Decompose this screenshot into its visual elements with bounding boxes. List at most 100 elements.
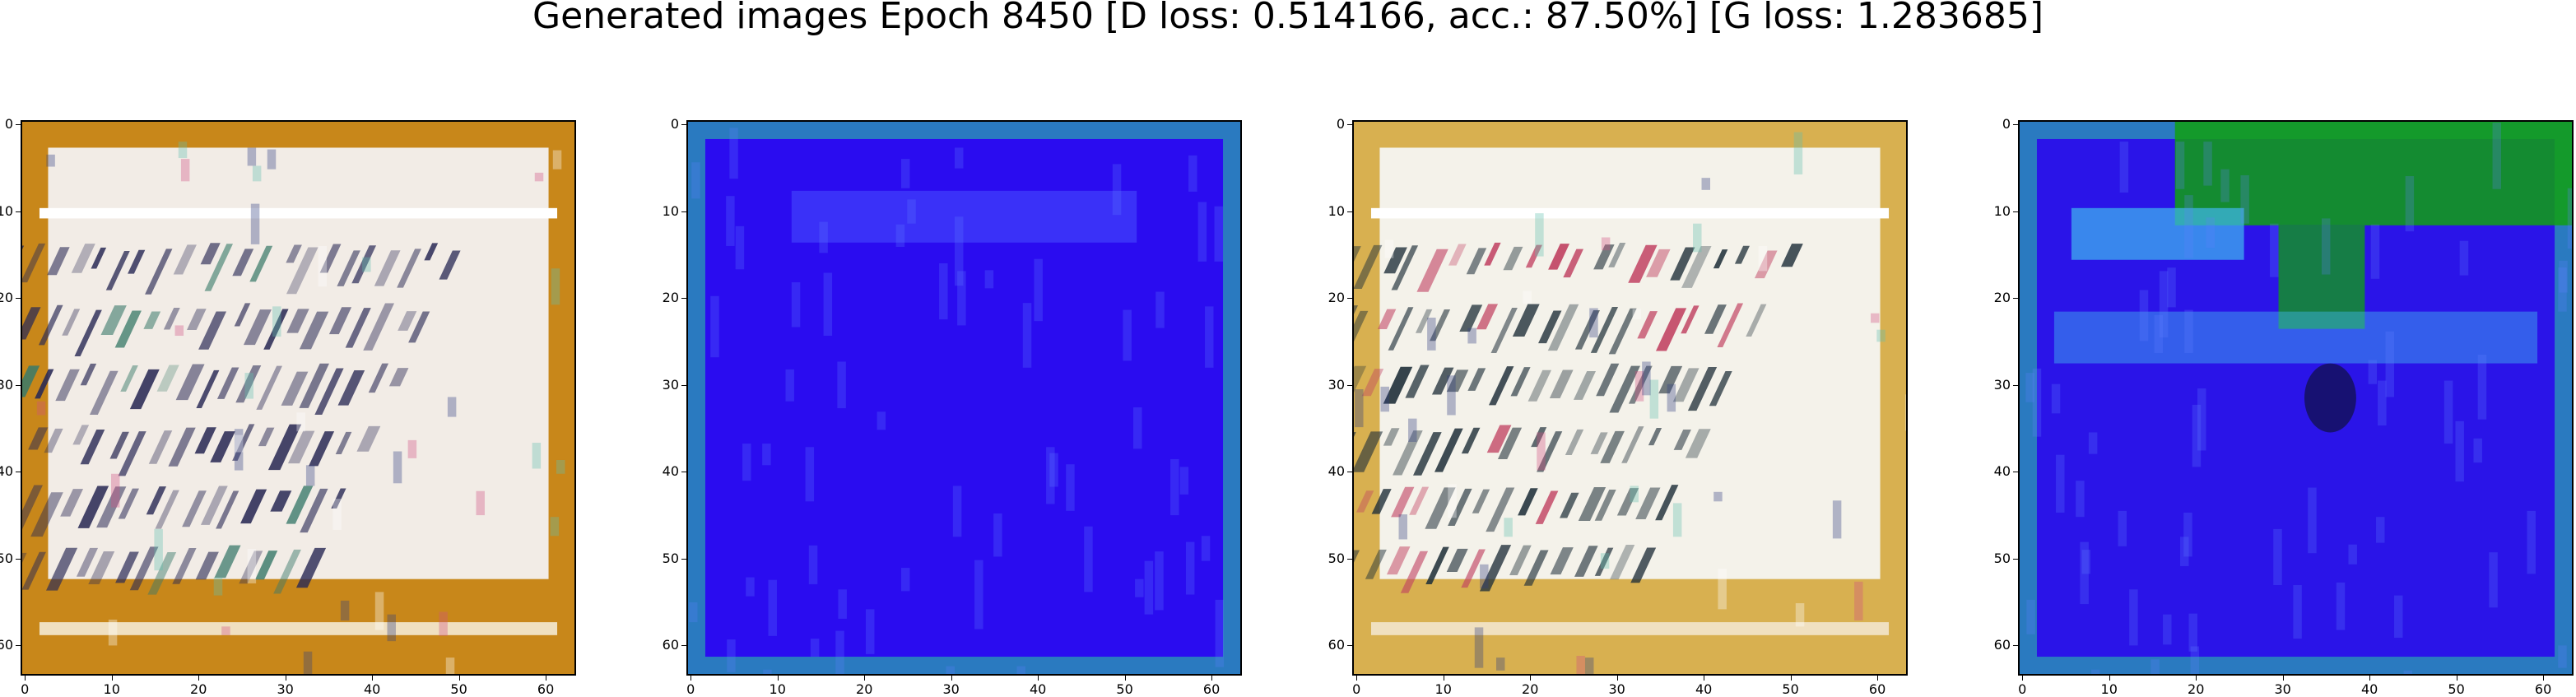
- y-tick-mark: [1347, 384, 1352, 386]
- x-tick-mark: [1211, 676, 1213, 681]
- x-tick-mark: [2282, 676, 2284, 681]
- y-tick-label: 40: [0, 463, 13, 480]
- x-tick-label: 30: [1608, 681, 1625, 697]
- y-tick-mark: [16, 211, 21, 212]
- y-tick-label: 20: [0, 290, 13, 306]
- x-tick-mark: [372, 676, 374, 681]
- y-tick-mark: [2013, 384, 2018, 386]
- y-tick-mark: [681, 124, 686, 126]
- y-tick-mark: [2013, 124, 2018, 126]
- x-tick-label: 20: [1522, 681, 1539, 697]
- x-tick-mark: [1356, 676, 1358, 681]
- y-tick-label: 50: [0, 550, 13, 566]
- y-tick-mark: [2013, 558, 2018, 560]
- y-tick-mark: [1347, 298, 1352, 300]
- x-tick-mark: [2543, 676, 2545, 681]
- x-tick-mark: [2109, 676, 2110, 681]
- x-tick-label: 50: [2448, 681, 2465, 697]
- x-tick-label: 60: [537, 681, 555, 697]
- y-tick-label: 60: [662, 637, 679, 653]
- y-tick-label: 10: [1328, 202, 1345, 219]
- generated-image: [2018, 120, 2574, 676]
- y-tick-mark: [16, 558, 21, 560]
- x-tick-label: 0: [686, 681, 695, 697]
- y-tick-label: 0: [670, 116, 679, 132]
- y-tick-label: 40: [1993, 463, 2011, 480]
- y-tick-mark: [16, 124, 21, 126]
- x-tick-label: 40: [1695, 681, 1713, 697]
- y-tick-mark: [681, 298, 686, 300]
- x-tick-mark: [2196, 676, 2197, 681]
- y-tick-mark: [1347, 211, 1352, 212]
- y-tick-label: 60: [1328, 637, 1345, 653]
- y-tick-label: 0: [2002, 116, 2011, 132]
- y-tick-label: 50: [1993, 550, 2011, 566]
- x-tick-mark: [1877, 676, 1879, 681]
- y-tick-mark: [681, 384, 686, 386]
- x-tick-label: 50: [450, 681, 467, 697]
- x-tick-mark: [1038, 676, 1039, 681]
- x-tick-label: 0: [21, 681, 30, 697]
- y-tick-label: 60: [0, 637, 13, 653]
- y-tick-label: 40: [662, 463, 679, 480]
- x-tick-mark: [111, 676, 113, 681]
- x-tick-label: 10: [1434, 681, 1452, 697]
- x-tick-label: 20: [856, 681, 873, 697]
- x-tick-label: 10: [103, 681, 120, 697]
- x-tick-mark: [1616, 676, 1618, 681]
- x-tick-label: 60: [1202, 681, 1221, 697]
- x-tick-mark: [25, 676, 26, 681]
- y-tick-mark: [2013, 211, 2018, 212]
- y-tick-label: 20: [1328, 290, 1345, 306]
- y-tick-label: 30: [1328, 376, 1345, 393]
- x-tick-mark: [690, 676, 692, 681]
- y-tick-label: 10: [662, 202, 679, 219]
- y-tick-mark: [1347, 645, 1352, 647]
- x-tick-mark: [198, 676, 200, 681]
- y-tick-mark: [16, 645, 21, 647]
- y-tick-label: 30: [662, 376, 679, 393]
- y-tick-mark: [681, 645, 686, 647]
- x-tick-mark: [458, 676, 460, 681]
- y-tick-label: 10: [1993, 202, 2011, 219]
- y-tick-mark: [2013, 298, 2018, 300]
- x-tick-mark: [2369, 676, 2371, 681]
- x-tick-label: 40: [2360, 681, 2378, 697]
- x-tick-mark: [1790, 676, 1792, 681]
- y-tick-mark: [16, 384, 21, 386]
- x-tick-label: 0: [2018, 681, 2027, 697]
- x-tick-label: 30: [277, 681, 294, 697]
- x-tick-label: 20: [190, 681, 207, 697]
- x-tick-mark: [1124, 676, 1126, 681]
- x-tick-mark: [1530, 676, 1532, 681]
- y-tick-label: 60: [1993, 637, 2011, 653]
- y-tick-mark: [2013, 645, 2018, 647]
- y-tick-label: 0: [4, 116, 13, 132]
- y-tick-label: 30: [1993, 376, 2011, 393]
- y-tick-label: 20: [662, 290, 679, 306]
- generated-image: [1352, 120, 1908, 676]
- generated-image: [21, 120, 576, 676]
- figure-title: Generated images Epoch 8450 [D loss: 0.5…: [532, 0, 2044, 37]
- y-tick-mark: [16, 298, 21, 300]
- y-tick-mark: [681, 211, 686, 212]
- y-tick-label: 50: [1328, 550, 1345, 566]
- x-tick-label: 50: [1782, 681, 1799, 697]
- x-tick-label: 10: [769, 681, 786, 697]
- x-tick-mark: [951, 676, 952, 681]
- y-tick-label: 30: [0, 376, 13, 393]
- x-tick-label: 40: [1029, 681, 1047, 697]
- y-tick-label: 20: [1993, 290, 2011, 306]
- x-tick-mark: [2022, 676, 2024, 681]
- x-tick-label: 10: [2100, 681, 2118, 697]
- x-tick-mark: [864, 676, 866, 681]
- generated-image: [686, 120, 1242, 676]
- y-tick-label: 40: [1328, 463, 1345, 480]
- y-tick-mark: [1347, 124, 1352, 126]
- x-tick-label: 0: [1352, 681, 1361, 697]
- x-tick-mark: [777, 676, 779, 681]
